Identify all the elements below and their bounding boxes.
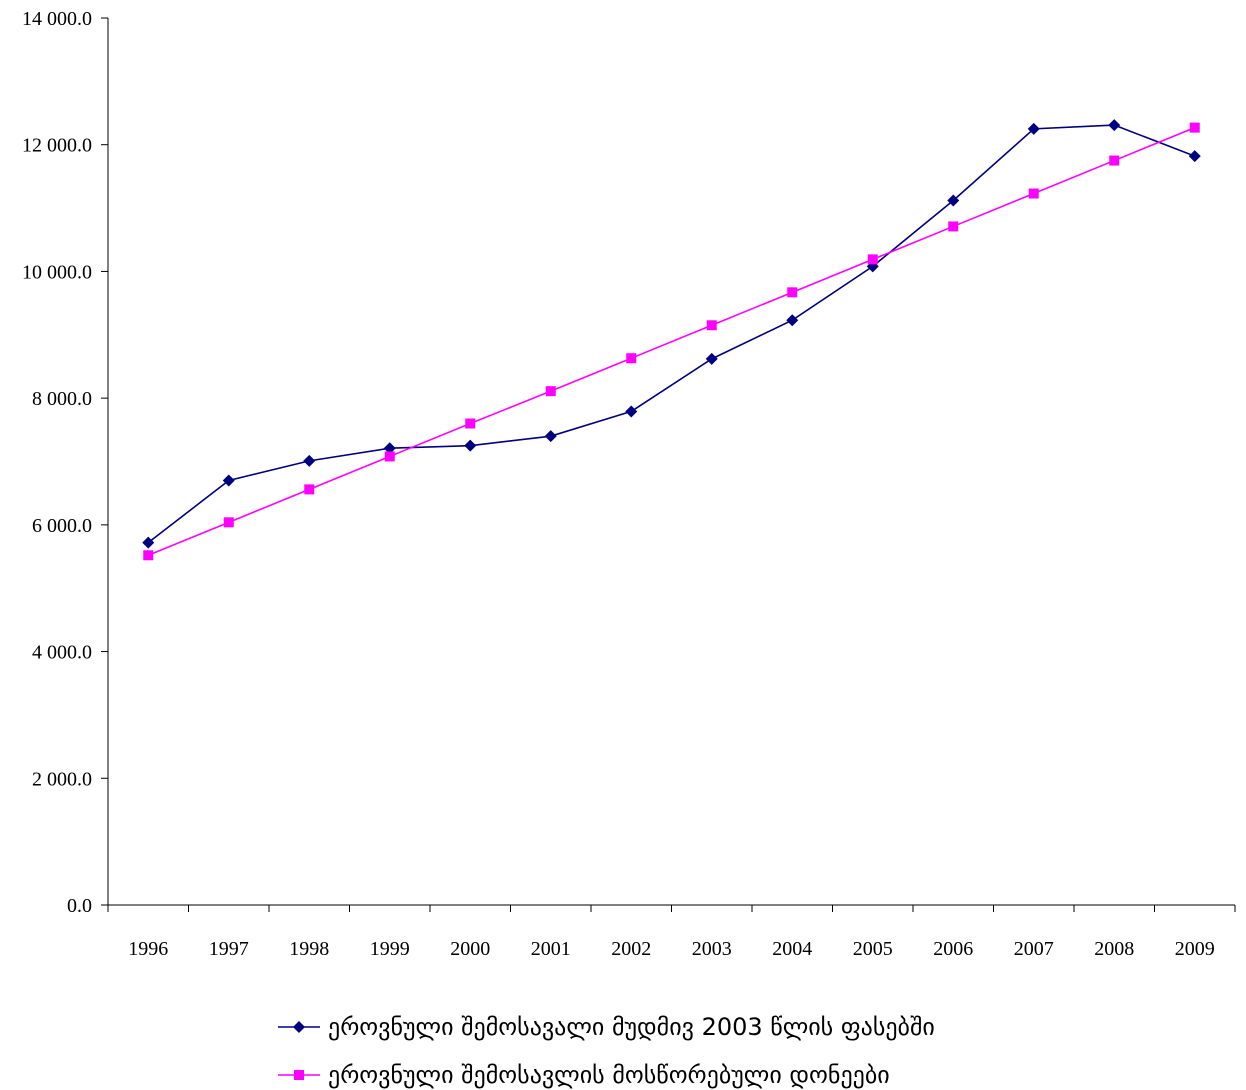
x-tick-label: 2009	[1175, 938, 1215, 960]
square-marker-point	[867, 254, 878, 265]
y-tick-label: 6 000.0	[32, 515, 92, 537]
x-tick-label: 1999	[370, 938, 410, 960]
x-tick-label: 2008	[1094, 938, 1134, 960]
legend-item-2: ეროვნული შემოსავლის მოსწორებული დონეები	[278, 1061, 890, 1089]
square-marker-point	[143, 550, 154, 561]
diamond-marker-point	[1188, 150, 1201, 163]
square-marker-point	[545, 386, 556, 397]
legend-label: ეროვნული შემოსავლის მოსწორებული დონეები	[328, 1061, 890, 1089]
series-1	[142, 119, 1201, 549]
x-tick-label: 1996	[128, 938, 168, 960]
square-marker-point	[1028, 188, 1039, 199]
diamond-marker-point	[625, 405, 638, 418]
diamond-marker-point	[544, 430, 557, 443]
square-marker-point	[384, 451, 395, 462]
square-marker-point	[787, 287, 798, 298]
legend: ეროვნული შემოსავალი მუდმივ 2003 წლის ფას…	[278, 1013, 935, 1089]
x-tick-label: 2000	[450, 938, 490, 960]
y-tick-label: 0.0	[67, 895, 92, 917]
diamond-marker-point	[142, 536, 155, 549]
x-tick-label: 2006	[933, 938, 973, 960]
diamond-marker-point	[705, 352, 718, 365]
diamond-marker-point	[303, 454, 316, 467]
x-tick-label: 2005	[853, 938, 893, 960]
x-tick-label: 2002	[611, 938, 651, 960]
square-marker-point	[626, 353, 637, 364]
series-line	[147, 126, 1196, 557]
y-tick-label: 10 000.0	[22, 261, 92, 283]
square-marker-point	[1109, 155, 1120, 166]
legend-label: ეროვნული შემოსავალი მუდმივ 2003 წლის ფას…	[328, 1013, 935, 1041]
square-marker-point	[465, 418, 476, 429]
y-axis: 0.0 2 000.0 4 000.0 6 000.0 8 000.0 10 000.0 1…	[22, 8, 109, 917]
square-marker-point	[304, 484, 315, 495]
y-tick-label: 12 000.0	[22, 135, 92, 157]
diamond-marker-point	[383, 442, 396, 455]
y-tick-label: 8 000.0	[32, 388, 92, 410]
x-tick-label: 2001	[531, 938, 571, 960]
diamond-marker-point	[786, 314, 799, 327]
legend-item-1: ეროვნული შემოსავალი მუდმივ 2003 წლის ფას…	[278, 1013, 935, 1041]
diamond-marker-point	[222, 474, 235, 487]
square-marker-point	[706, 320, 717, 331]
square-marker-point	[1189, 122, 1200, 133]
series-line	[147, 124, 1196, 544]
y-tick-label: 2 000.0	[32, 768, 92, 790]
diamond-marker-point	[1108, 119, 1121, 132]
square-marker-point	[948, 221, 959, 232]
x-tick-label: 1998	[289, 938, 329, 960]
square-marker-point	[223, 517, 234, 528]
diamond-legend-marker	[293, 1021, 305, 1033]
x-axis: 1996 1997 1998 1999 2000 2001 2002 2003 2004 2005…	[107, 904, 1236, 960]
x-tick-label: 2004	[772, 938, 812, 960]
x-tick-label: 1997	[209, 938, 249, 960]
x-tick-label: 2003	[692, 938, 732, 960]
y-tick-label: 4 000.0	[32, 642, 92, 664]
square-legend-marker	[294, 1070, 304, 1080]
diamond-marker-point	[1027, 122, 1040, 135]
series-layer	[142, 119, 1201, 561]
x-tick-label: 2007	[1014, 938, 1054, 960]
y-tick-label: 14 000.0	[22, 8, 92, 30]
diamond-marker-point	[947, 194, 960, 207]
diamond-marker-point	[464, 439, 477, 452]
series-2	[143, 122, 1200, 561]
